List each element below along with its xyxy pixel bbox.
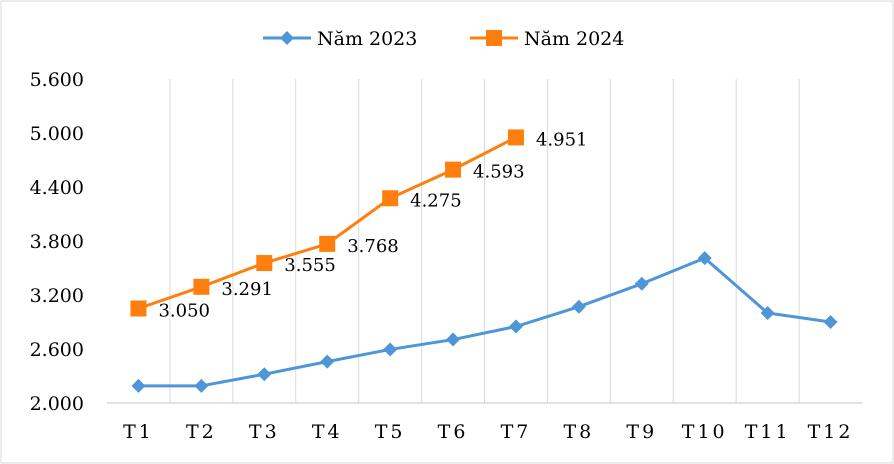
x-tick-label: T2: [186, 421, 217, 443]
y-tick-label: 5.000: [30, 123, 84, 145]
series-1: 3.050 3.291 3.555 3.768 4.275 4.593 4.951: [130, 129, 588, 322]
series-line: [138, 256, 831, 388]
data-point: [193, 278, 210, 295]
series-0: [131, 251, 838, 393]
data-label: 3.555: [284, 255, 336, 276]
x-tick-label: T12: [808, 421, 854, 443]
data-point: [571, 299, 586, 314]
x-tick-label: T9: [626, 421, 657, 443]
y-tick-label: 5.600: [30, 69, 84, 91]
data-point: [697, 251, 712, 266]
data-label: 4.593: [473, 162, 525, 183]
x-tick-label: T10: [682, 421, 728, 443]
x-tick-label: T11: [745, 421, 791, 443]
data-point: [760, 306, 775, 320]
data-point: [257, 367, 272, 382]
legend-marker: [486, 30, 502, 46]
data-point: [382, 190, 399, 207]
legend-marker: [280, 31, 294, 45]
y-tick-label: 3.200: [30, 285, 84, 307]
data-point: [130, 300, 147, 317]
data-point: [131, 378, 146, 393]
x-tick-label: T5: [375, 421, 406, 443]
data-point: [823, 315, 838, 329]
x-tick-label: T4: [312, 421, 343, 443]
data-point: [445, 161, 462, 178]
y-tick-label: 2.600: [30, 339, 84, 361]
x-tick-label: T3: [249, 421, 280, 443]
data-label: 4.951: [536, 129, 588, 150]
data-point: [508, 319, 523, 334]
data-point: [320, 354, 335, 369]
data-point: [634, 276, 649, 291]
data-point: [319, 235, 336, 252]
x-tick-label: T1: [123, 421, 154, 443]
legend-item: Năm 2023: [263, 28, 417, 50]
legend-label: Năm 2024: [524, 28, 624, 50]
data-point: [507, 129, 524, 146]
data-label: 4.275: [410, 190, 462, 211]
data-label: 3.291: [221, 279, 273, 300]
data-point: [383, 342, 398, 357]
y-tick-label: 2.000: [30, 393, 84, 415]
y-tick-label: 4.400: [30, 177, 84, 199]
y-tick-label: 3.800: [30, 231, 84, 253]
data-label: 3.768: [347, 236, 399, 257]
x-tick-label: T8: [563, 421, 594, 443]
legend-label: Năm 2023: [317, 28, 417, 50]
legend-item: Năm 2024: [470, 28, 624, 50]
data-point: [256, 255, 273, 272]
data-label: 3.050: [158, 301, 210, 322]
x-tick-label: T6: [438, 421, 469, 443]
data-point: [194, 378, 209, 393]
x-tick-label: T7: [501, 421, 532, 443]
data-point: [446, 332, 461, 347]
